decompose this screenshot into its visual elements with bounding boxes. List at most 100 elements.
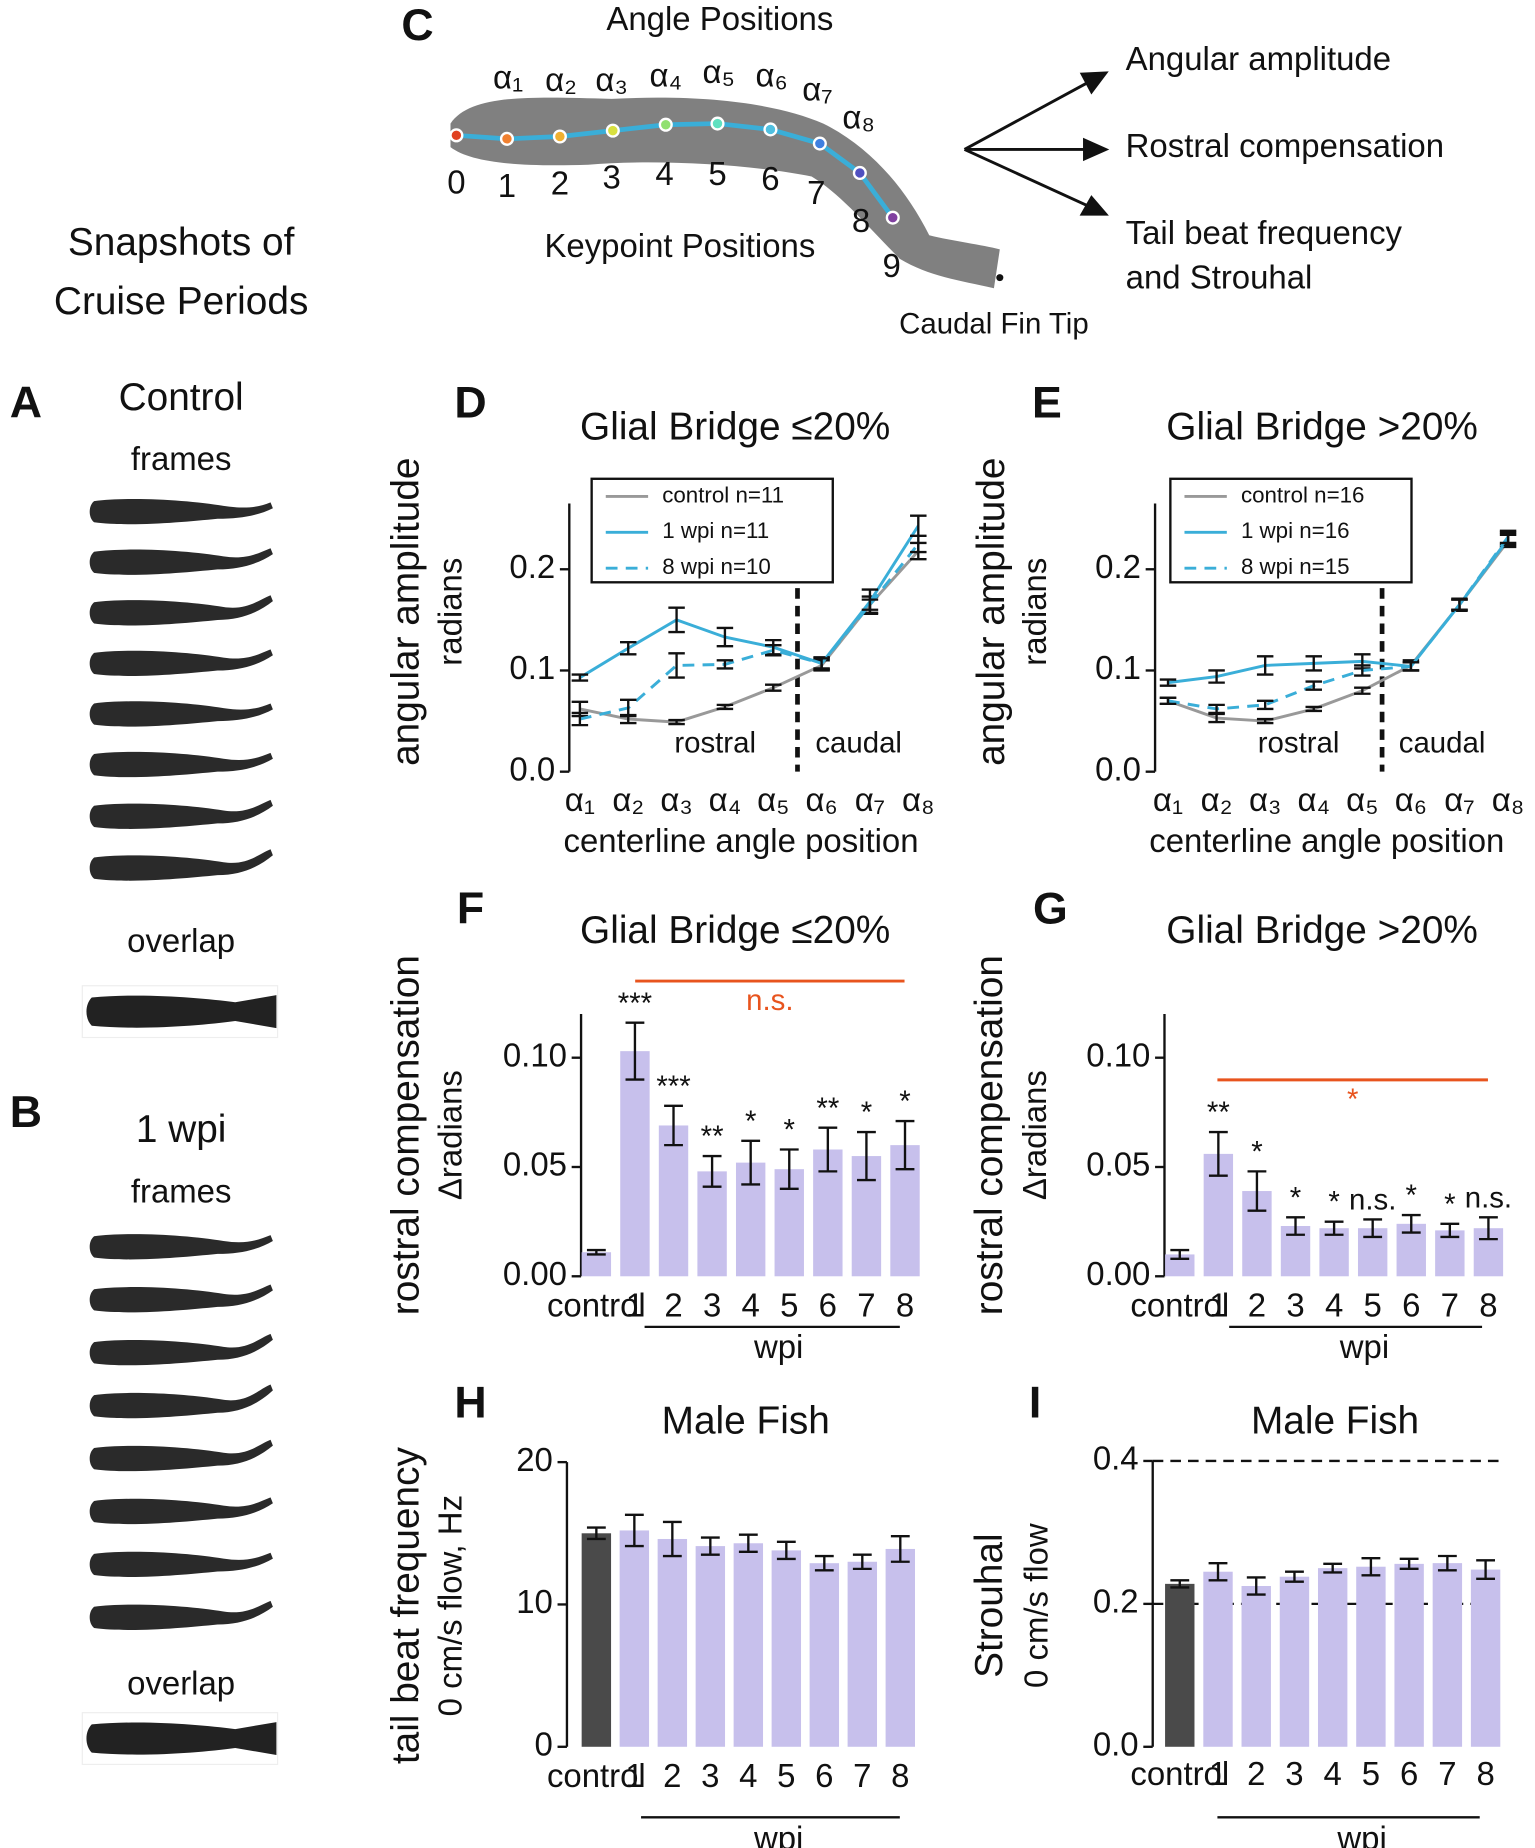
keypoint-label: 9 xyxy=(882,247,900,284)
x-tick-label: α₄ xyxy=(1298,781,1330,818)
bar xyxy=(1319,1228,1349,1277)
x-tick-label: α₇ xyxy=(1444,781,1474,818)
error-bar xyxy=(857,1130,876,1182)
error-bar xyxy=(895,1119,915,1171)
error-bar xyxy=(662,1520,682,1558)
frames-label: frames xyxy=(131,1173,232,1210)
y-tick-label: 0.2 xyxy=(1095,548,1141,585)
y-axis-label: Δradians xyxy=(432,1070,469,1200)
error-bar xyxy=(700,1536,720,1556)
panel-letter: G xyxy=(1033,884,1068,933)
y-axis-label: rostral compensation xyxy=(968,955,1011,1315)
x-axis-label: centerline angle position xyxy=(1149,822,1504,859)
x-tick-label: α₆ xyxy=(1395,781,1427,818)
bar xyxy=(1279,1576,1310,1747)
x-tick-label: 3 xyxy=(1285,1755,1303,1792)
error-bar xyxy=(571,673,589,682)
error-bar xyxy=(1256,717,1274,725)
error-bar xyxy=(1208,703,1225,715)
x-tick-label: 4 xyxy=(739,1757,757,1794)
arrow-head xyxy=(1083,137,1110,162)
error-bar xyxy=(1440,1222,1460,1239)
error-bar xyxy=(741,1139,761,1186)
x-tick-label: 3 xyxy=(701,1757,719,1794)
x-tick-label: control xyxy=(547,1287,646,1324)
bar xyxy=(885,1548,916,1747)
x-tick-label: 8 xyxy=(896,1287,914,1324)
angle-label: α₃ xyxy=(595,61,627,98)
significance-label: * xyxy=(1444,1188,1455,1221)
error-bar xyxy=(1170,1248,1190,1260)
fin-tip-label: Caudal Fin Tip xyxy=(899,308,1089,341)
error-bar xyxy=(1476,1559,1496,1581)
legend-label: control n=11 xyxy=(662,482,784,507)
y-tick-label: 0.0 xyxy=(1093,1725,1139,1762)
keypoint-label: 5 xyxy=(708,155,726,192)
fish-snapshot xyxy=(89,1333,273,1366)
y-tick-label: 0.00 xyxy=(1086,1255,1150,1292)
error-bar xyxy=(716,703,734,711)
error-bar xyxy=(571,711,589,727)
x-tick-label: 5 xyxy=(1364,1287,1382,1324)
error-bar xyxy=(1256,699,1274,711)
keypoint-label: 7 xyxy=(807,174,825,211)
error-bar xyxy=(1399,1557,1419,1571)
error-bar xyxy=(1208,1130,1228,1177)
x-tick-label: α₃ xyxy=(1249,781,1281,818)
output-label: Angular amplitude xyxy=(1126,40,1391,77)
error-bar xyxy=(1305,655,1322,672)
x-tick-label: α₂ xyxy=(1201,781,1233,818)
chart-title: Glial Bridge ≤20% xyxy=(580,909,890,952)
fish-snapshot xyxy=(89,498,273,525)
panel-letter: E xyxy=(1032,379,1062,428)
significance-label: * xyxy=(899,1085,910,1118)
error-bar xyxy=(813,657,830,670)
x-tick-label: 2 xyxy=(664,1287,682,1324)
error-bar xyxy=(1305,680,1322,691)
legend-label: 8 wpi n=10 xyxy=(662,554,771,579)
bar xyxy=(733,1543,764,1747)
arrow-head xyxy=(1079,71,1109,95)
fish-snapshot xyxy=(89,701,273,727)
significance-label: * xyxy=(1290,1181,1301,1214)
y-tick-label: 20 xyxy=(516,1441,553,1478)
error-bar xyxy=(668,606,685,634)
error-bar xyxy=(586,1248,606,1256)
bar xyxy=(809,1563,840,1747)
series-line xyxy=(579,524,920,679)
keypoint-label: 2 xyxy=(551,165,569,202)
series-line xyxy=(1167,538,1510,685)
region-label: rostral xyxy=(1258,726,1340,759)
x-tick-label: 2 xyxy=(663,1757,681,1794)
significance-label: * xyxy=(1328,1186,1339,1219)
significance-label: * xyxy=(745,1105,756,1138)
bar xyxy=(1317,1568,1348,1747)
bar xyxy=(1432,1563,1463,1747)
x-tick-label: 1 xyxy=(1209,1287,1227,1324)
x-tick-label: 7 xyxy=(857,1287,875,1324)
keypoint xyxy=(812,136,827,151)
x-tick-label: 7 xyxy=(1438,1755,1456,1792)
bracket-label: n.s. xyxy=(746,984,793,1017)
fish-snapshot xyxy=(89,649,273,677)
x-tick-label: control xyxy=(1130,1287,1229,1324)
angle-label: α₁ xyxy=(493,59,523,96)
x-tick-label: 2 xyxy=(1248,1287,1266,1324)
x-tick-label: 8 xyxy=(891,1757,909,1794)
x-tick-label: 6 xyxy=(815,1757,833,1794)
region-label: rostral xyxy=(674,726,756,759)
bar xyxy=(847,1561,878,1747)
significance-label: ** xyxy=(816,1092,839,1125)
error-bar xyxy=(1323,1562,1343,1574)
bar xyxy=(657,1538,688,1747)
x-tick-label: control xyxy=(547,1757,646,1794)
significance-label: * xyxy=(1251,1135,1262,1168)
keypoint xyxy=(710,116,725,131)
fish-snapshot xyxy=(89,595,273,626)
legend-label: control n=16 xyxy=(1241,482,1365,507)
x-tick-label: 2 xyxy=(1247,1755,1265,1792)
arrows xyxy=(963,71,1110,216)
error-bar xyxy=(1451,598,1468,611)
bar xyxy=(658,1125,689,1277)
